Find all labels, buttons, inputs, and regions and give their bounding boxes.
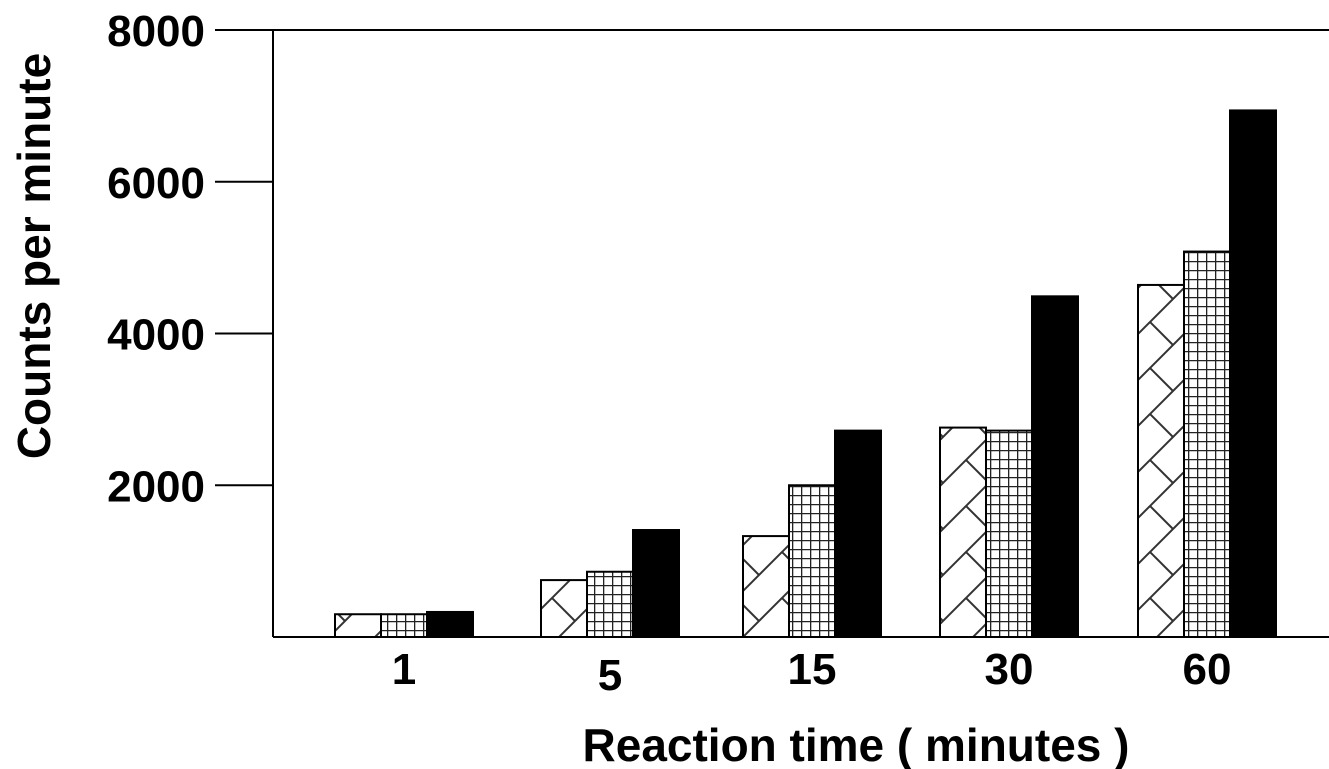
bar-diagonal-brick-5 — [540, 579, 588, 638]
bar-solid-15 — [834, 429, 882, 638]
bar-diagonal-brick-60 — [1137, 283, 1185, 638]
bar-solid-30 — [1031, 295, 1079, 638]
bar-grid-30 — [985, 429, 1033, 638]
bar-grid-1 — [380, 613, 428, 638]
y-tick-label: 6000 — [107, 159, 205, 208]
bar-diagonal-brick-30 — [939, 426, 987, 638]
x-tick-label: 60 — [1183, 645, 1232, 694]
plot-area — [272, 29, 1329, 639]
y-axis: 2000 4000 6000 8000 — [107, 7, 273, 511]
bar-diagonal-brick-15 — [742, 535, 790, 638]
bar-solid-60 — [1229, 109, 1277, 639]
x-tick-label: 30 — [985, 645, 1034, 694]
bar-grid-5 — [586, 570, 634, 638]
y-tick-label: 8000 — [107, 7, 205, 56]
bar-grid-60 — [1183, 250, 1231, 638]
x-tick-label: 1 — [392, 645, 416, 694]
bar-solid-1 — [426, 610, 474, 638]
x-axis-label: Reaction time ( minutes ) — [583, 719, 1130, 769]
x-tick-label: 5 — [598, 651, 622, 700]
y-tick-label: 2000 — [107, 462, 205, 511]
x-tick-label: 15 — [788, 645, 837, 694]
bar-grid-15 — [788, 484, 836, 638]
bar-diagonal-brick-1 — [334, 613, 382, 638]
bar-solid-5 — [632, 529, 680, 638]
y-axis-label: Counts per minute — [8, 53, 60, 459]
x-axis: 1 5 15 30 60 — [392, 645, 1232, 700]
y-tick-label: 4000 — [107, 311, 205, 360]
y-axis-title: Counts per minute — [8, 53, 60, 459]
